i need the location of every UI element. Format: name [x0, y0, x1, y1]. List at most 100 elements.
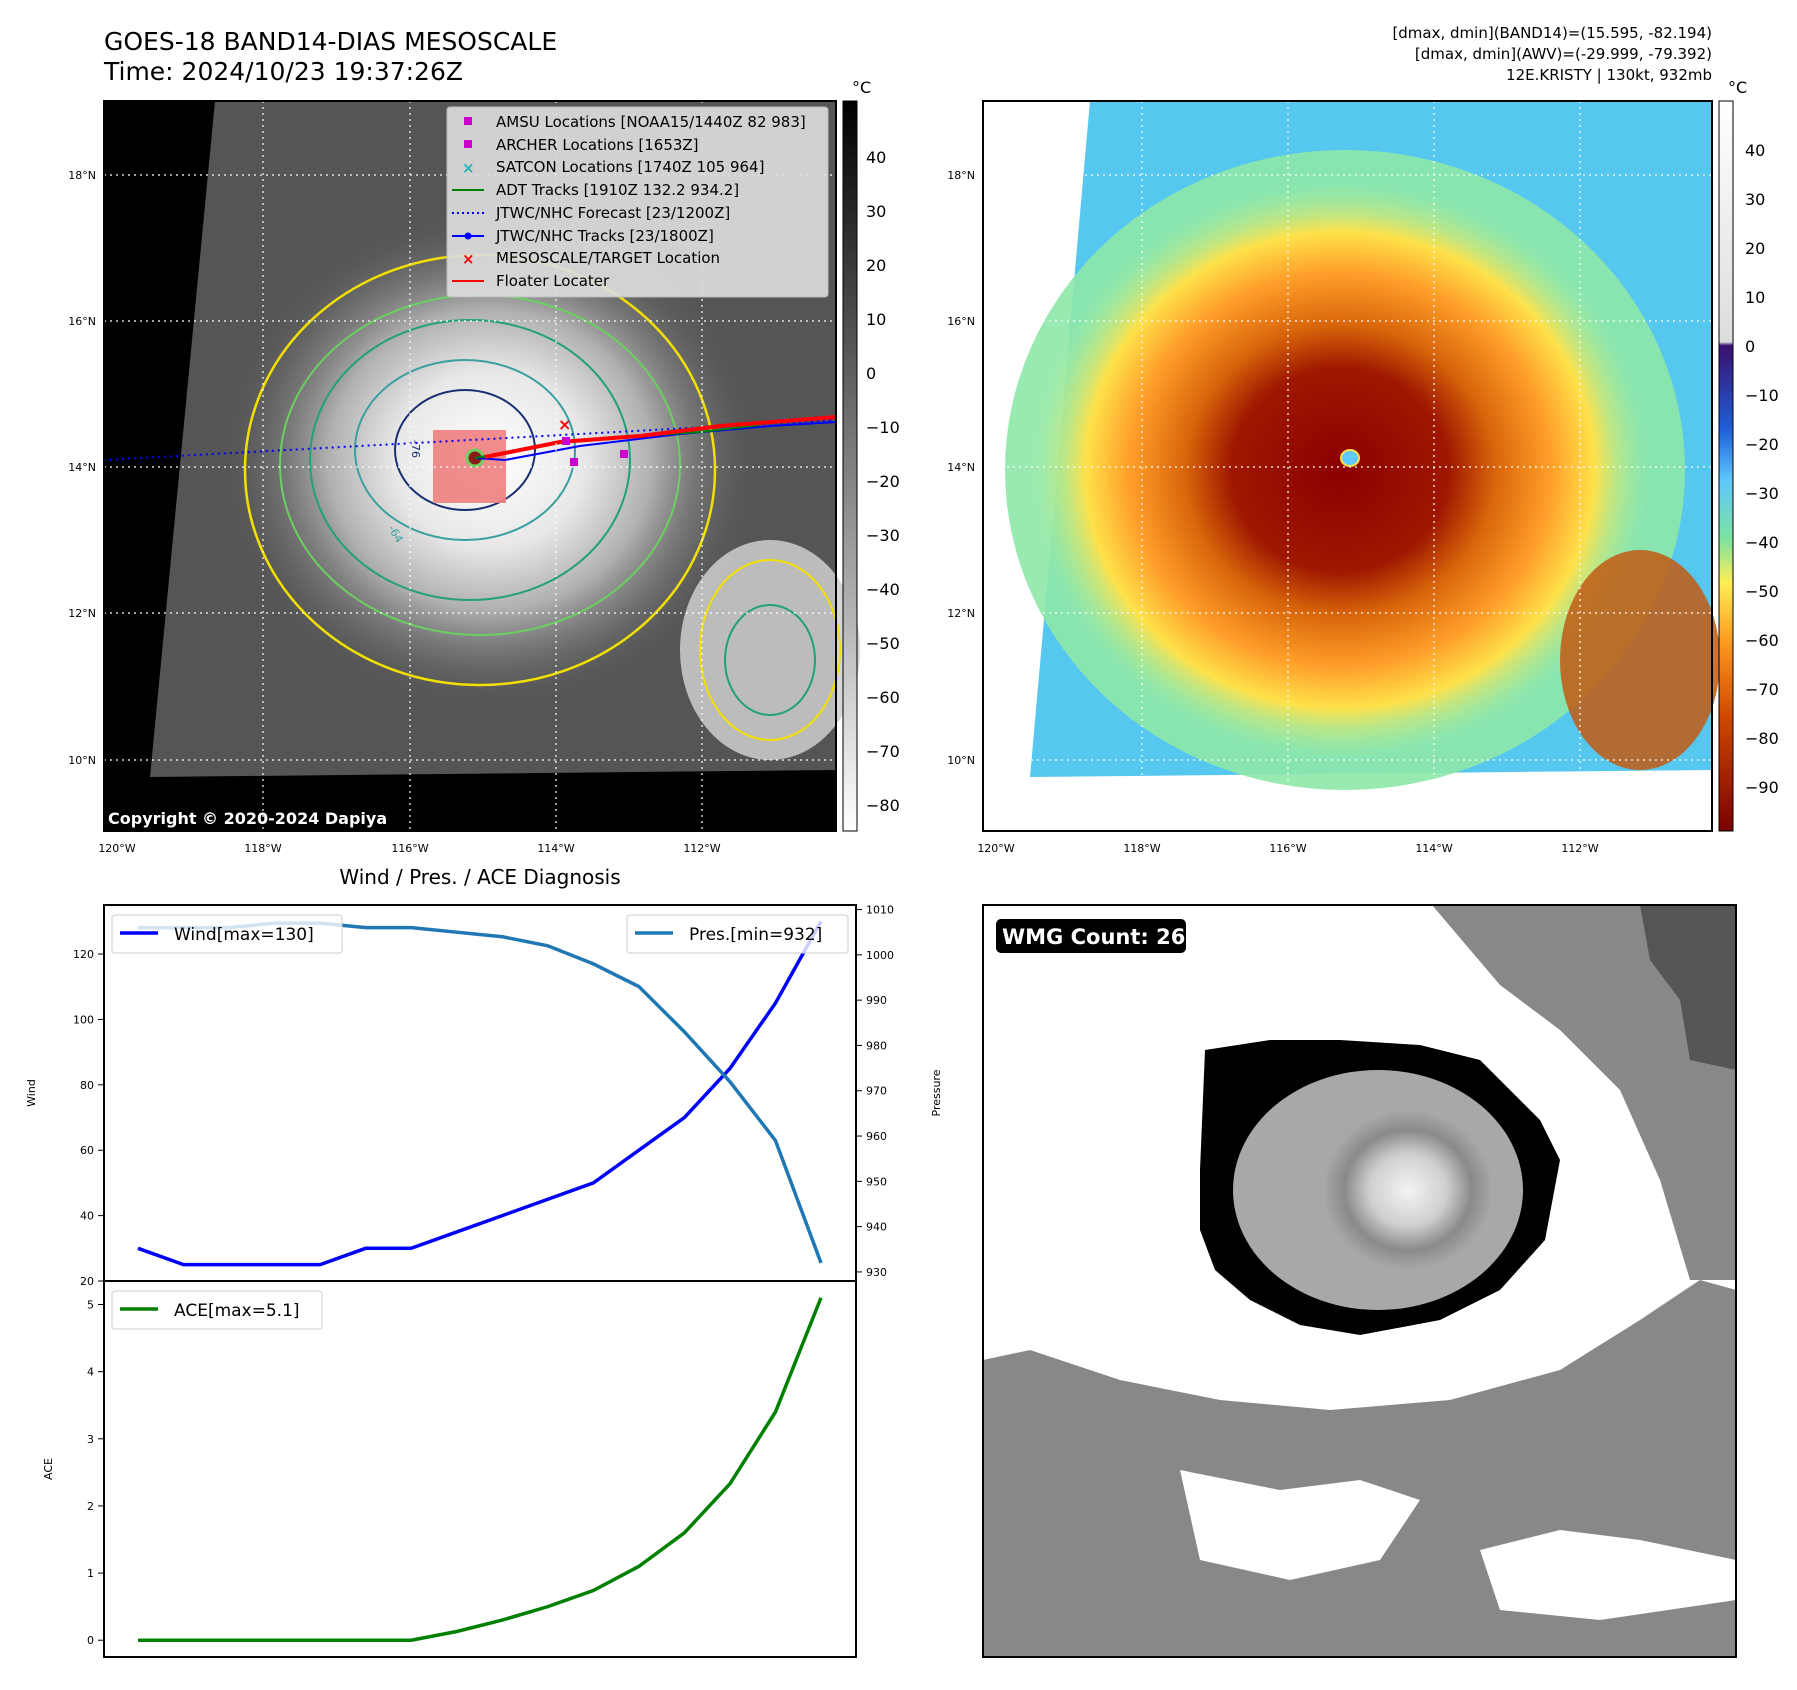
contour-yellow-east	[699, 559, 841, 741]
ir-lat-tick: 16°N	[68, 315, 96, 328]
gray-cb-tick: 20	[866, 256, 886, 275]
ace-tick-label: 5	[87, 1299, 94, 1312]
track-legend: AMSU Locations [NOAA15/1440Z 82 983] ARC…	[446, 106, 829, 298]
wmg-band-dark-corner	[1640, 905, 1736, 1070]
ace-tick-label: 4	[87, 1366, 94, 1379]
legend-item-forecast: JTWC/NHC Forecast [23/1200Z]	[495, 204, 730, 222]
wind-legend-label: Wind[max=130]	[174, 925, 314, 945]
wind-legend-box	[111, 914, 343, 954]
color-lat-tick: 14°N	[947, 461, 975, 474]
contour-label-76: -76	[409, 440, 422, 458]
contour-teal-inner	[354, 359, 576, 541]
archer-fix-2	[620, 450, 628, 458]
pres-tick-label: 930	[866, 1266, 887, 1279]
ace-panel: ACE 5 4 3 2 1 0 ACE[max=5.1]	[42, 1280, 857, 1658]
ace-legend-label: ACE[max=5.1]	[174, 1301, 300, 1321]
color-lon-tick: 116°W	[1269, 842, 1306, 855]
ir-lon-tick: 116°W	[391, 842, 428, 855]
gray-cb-tick: 0	[866, 364, 876, 383]
ir-lon-ticks: 120°W 118°W 116°W 114°W 112°W	[98, 842, 720, 855]
wmg-band-northeast	[1432, 905, 1736, 1280]
legend-item-archer: ARCHER Locations [1653Z]	[496, 136, 699, 154]
wind-tick-label: 20	[80, 1275, 94, 1288]
wind-ticks: 120 100 80 60 40 20	[73, 948, 104, 1288]
contour-teal-east	[724, 604, 816, 716]
ir-lat-tick: 10°N	[68, 754, 96, 767]
ir-map-panel: -76 -64 × Copyright © 2020-2024 Dapiya	[68, 100, 860, 855]
color-eye	[1340, 449, 1360, 467]
color-cb-tick: −90	[1745, 778, 1779, 797]
figure-time: Time: 2024/10/23 19:37:26Z	[103, 57, 463, 86]
pres-tick-label: 960	[866, 1130, 887, 1143]
wind-tick-label: 120	[73, 948, 94, 961]
wind-panel-frame	[103, 904, 857, 1282]
pres-tick-label: 950	[866, 1175, 887, 1188]
pressure-axis-label: Pressure	[930, 1069, 943, 1116]
pres-legend-box	[626, 914, 849, 954]
pres-ticks: 1010 1000 990 980 970 960 950 940 930	[856, 904, 894, 1279]
color-lat-ticks: 18°N 16°N 14°N 12°N 10°N	[947, 169, 975, 767]
wmg-panel: WMG Count: 26	[982, 904, 1737, 1658]
ir-map-frame	[103, 100, 837, 832]
gray-cb-tick: −80	[866, 796, 900, 815]
wmg-frame	[982, 904, 1737, 1658]
color-gridlines	[983, 101, 1712, 831]
copyright-text: Copyright © 2020-2024 Dapiya	[108, 809, 387, 828]
color-lon-tick: 118°W	[1123, 842, 1160, 855]
legend-symbol-archer	[464, 140, 472, 148]
color-cb-tick: −40	[1745, 533, 1779, 552]
archer-fix	[570, 458, 578, 466]
gray-cb-tick: −20	[866, 472, 900, 491]
color-cb-tick: 40	[1745, 141, 1765, 160]
wind-tick-label: 80	[80, 1079, 94, 1092]
pres-tick-label: 940	[866, 1221, 887, 1234]
color-cb-tick: −30	[1745, 484, 1779, 503]
ace-ticks: 5 4 3 2 1 0	[87, 1299, 104, 1647]
color-lat-tick: 18°N	[947, 169, 975, 182]
gray-colorbar-unit: °C	[852, 78, 871, 97]
color-cb-tick: 0	[1745, 337, 1755, 356]
gray-cb-tick: 10	[866, 310, 886, 329]
ir-lat-tick: 18°N	[68, 169, 96, 182]
ace-axis-label: ACE	[42, 1458, 55, 1480]
ace-tick-label: 0	[87, 1634, 94, 1647]
legend-symbol-amsu	[464, 117, 472, 125]
color-map-frame	[982, 100, 1713, 832]
wind-tick-label: 40	[80, 1210, 94, 1223]
color-cb-tick: −70	[1745, 680, 1779, 699]
ace-legend-box	[111, 1290, 323, 1330]
ir-lon-tick: 114°W	[537, 842, 574, 855]
diagnosis-title: Wind / Pres. / ACE Diagnosis	[339, 865, 620, 889]
wmg-count-badge-bg	[996, 919, 1186, 953]
pres-tick-label: 1010	[866, 904, 894, 917]
wmg-eye	[1323, 1110, 1493, 1270]
pres-tick-label: 980	[866, 1039, 887, 1052]
ir-lat-tick: 12°N	[68, 607, 96, 620]
gray-cb-tick: −40	[866, 580, 900, 599]
contour-teal	[309, 319, 631, 601]
gray-colorbar-bar	[842, 100, 858, 832]
legend-item-amsu: AMSU Locations [NOAA15/1440Z 82 983]	[496, 113, 806, 131]
color-cb-tick: −50	[1745, 582, 1779, 601]
info-awv: [dmax, dmin](AWV)=(-29.999, -79.392)	[1415, 45, 1712, 63]
wmg-band-south-gap	[1180, 1470, 1420, 1580]
legend-symbol-target: ×	[462, 250, 475, 268]
wind-tick-label: 60	[80, 1144, 94, 1157]
ir-lat-ticks: 18°N 16°N 14°N 12°N 10°N	[68, 169, 96, 767]
observed-track	[474, 421, 837, 462]
ace-legend: ACE[max=5.1]	[111, 1290, 323, 1330]
color-colorbar-bar	[1718, 100, 1734, 832]
legend-item-target: MESOSCALE/TARGET Location	[496, 249, 720, 267]
gray-cb-tick: −70	[866, 742, 900, 761]
legend-item-floater: Floater Locater	[496, 272, 610, 290]
gray-cb-tick: −30	[866, 526, 900, 545]
color-cloud-mass	[1030, 180, 1650, 760]
wind-tick-label: 100	[73, 1013, 94, 1026]
legend-item-satcon: SATCON Locations [1740Z 105 964]	[496, 158, 764, 176]
pres-tick-label: 970	[866, 1085, 887, 1098]
color-cb-tick: 30	[1745, 190, 1765, 209]
color-colorbar: °C 40 30 20 10 0 −10 −20 −30 −40 −50 −60…	[1718, 78, 1779, 832]
color-lat-tick: 12°N	[947, 607, 975, 620]
info-band14: [dmax, dmin](BAND14)=(15.595, -82.194)	[1392, 24, 1712, 42]
